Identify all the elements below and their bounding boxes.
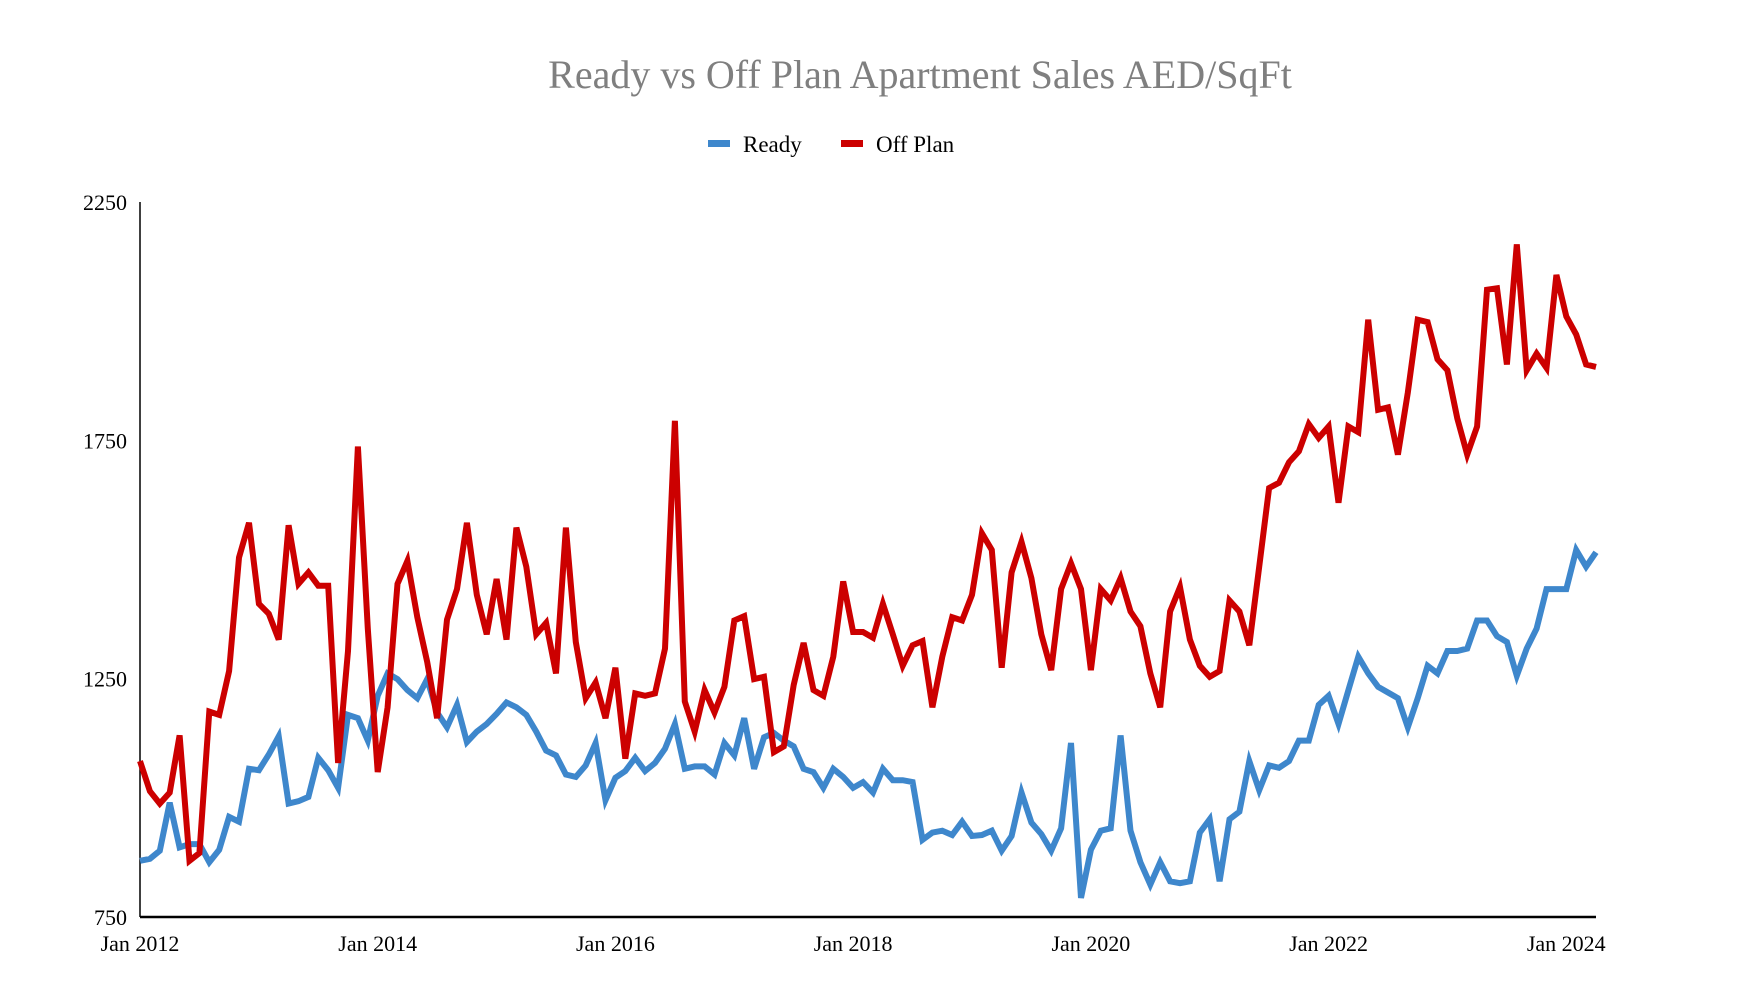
y-tick-label: 1750 [83,428,127,453]
legend-label-ready: Ready [743,132,802,157]
series-lines [137,244,1599,899]
legend-label-off-plan: Off Plan [876,132,955,157]
x-tick-label: Jan 2014 [338,931,417,956]
legend: Ready Off Plan [708,132,955,157]
x-tick-label: Jan 2016 [576,931,655,956]
y-tick-label: 750 [94,905,127,930]
x-tick-label: Jan 2018 [814,931,893,956]
y-tick-label: 1250 [83,667,127,692]
legend-swatch-ready [708,140,730,147]
x-tick-label: Jan 2020 [1051,931,1130,956]
x-tick-label: Jan 2012 [101,931,180,956]
series-line-ready [139,542,1599,899]
x-tick-label: Jan 2024 [1527,931,1606,956]
y-tick-label: 2250 [83,190,127,215]
y-tick-labels: 750 1250 1750 2250 [83,190,127,930]
x-tick-labels: Jan 2012 Jan 2014 Jan 2016 Jan 2018 Jan 2020… [101,931,1606,956]
legend-swatch-off-plan [841,140,863,147]
chart-title: Ready vs Off Plan Apartment Sales AED/Sq… [548,52,1292,97]
series-line-off-plan [137,244,1597,867]
x-tick-label: Jan 2022 [1289,931,1368,956]
